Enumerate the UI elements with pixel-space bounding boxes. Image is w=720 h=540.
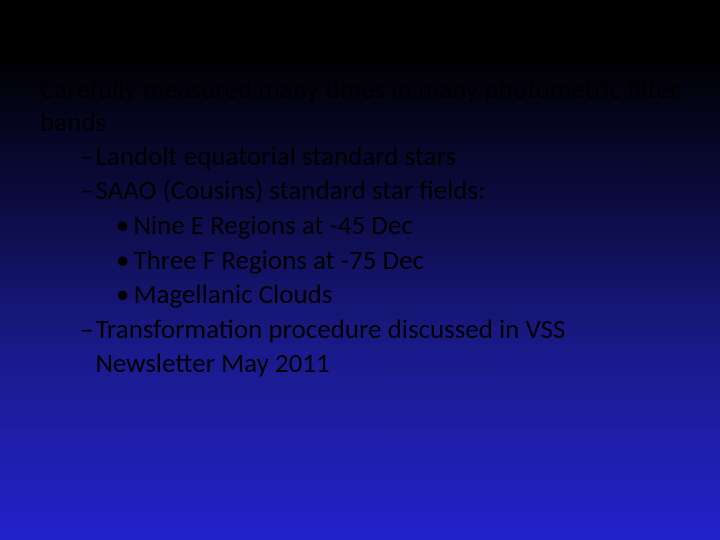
list-item-text: SAAO (Cousins) standard star fields: [95,174,485,209]
list-item-text: Landolt equatorial standard stars [95,140,456,175]
list-item-text: Transformation procedure discussed in VS… [95,313,680,382]
dash-bullet-icon: – [80,313,95,382]
list-item-text: Nine E Regions at -45 Dec [133,209,412,244]
dash-bullet-icon: – [80,174,95,209]
list-item: – Transformation procedure discussed in … [80,313,680,382]
list-item: – Landolt equatorial standard stars [80,140,680,175]
list-item: • Magellanic Clouds [116,278,680,313]
bullet-list-level2: • Nine E Regions at -45 Dec • Three F Re… [80,209,680,313]
list-item: • Nine E Regions at -45 Dec [116,209,680,244]
list-item: – SAAO (Cousins) standard star fields: [80,174,680,209]
intro-text: Carefully measured many times in many ph… [40,74,680,140]
list-item-text: Magellanic Clouds [133,278,332,313]
list-item-text: Three F Regions at -75 Dec [133,244,424,279]
dot-bullet-icon: • [116,209,133,244]
list-item: • Three F Regions at -75 Dec [116,244,680,279]
slide-title: Photometric Standard Stars [0,0,720,74]
dot-bullet-icon: • [116,244,133,279]
bullet-list-level1: – Landolt equatorial standard stars – SA… [40,140,680,382]
dash-bullet-icon: – [80,140,95,175]
dot-bullet-icon: • [116,278,133,313]
slide-content: Carefully measured many times in many ph… [0,74,720,382]
